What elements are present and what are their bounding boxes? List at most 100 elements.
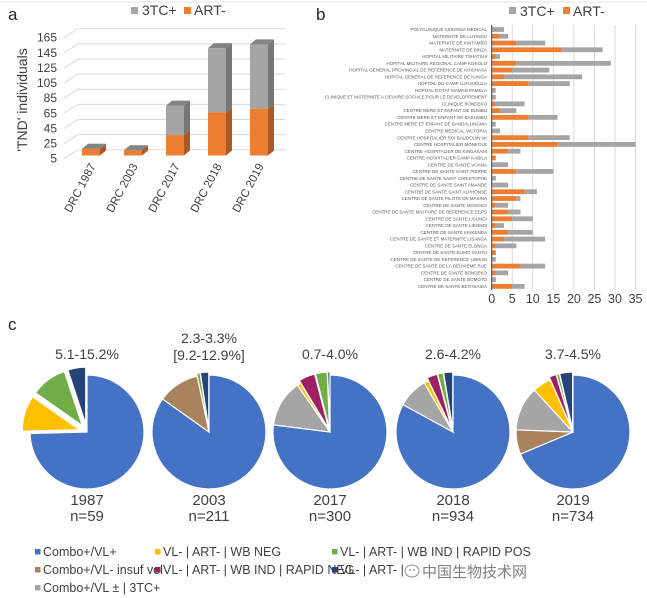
bar-segment-side (142, 145, 148, 156)
bar-segment (495, 101, 525, 107)
bar-segment (508, 209, 521, 215)
panel-letter-c: c (8, 315, 17, 334)
bar-stack (491, 87, 496, 93)
bar-segment (495, 243, 517, 249)
watermark: 中国生物技术网 (403, 561, 527, 581)
bar-segment (491, 189, 525, 195)
bar-segment (491, 60, 517, 66)
bar-segment (491, 270, 496, 276)
legend-a-swatch-3tc (131, 7, 138, 14)
row-label: CENTRE DE SANTE BETHSAIDA (418, 284, 487, 289)
bar-stack (491, 81, 570, 86)
bar-stack (491, 114, 558, 120)
row-label: CENTRE DE SANTE BONDEKO (421, 270, 488, 275)
pie-year-label: 2019 (556, 492, 589, 509)
bar-segment (508, 148, 521, 154)
bar-segment (528, 81, 570, 86)
bar-stack (491, 47, 603, 53)
pie-range-label: [9.2-12.9%] (173, 347, 245, 363)
panel-a: a 3TC+ ART- 'TND' individuals 5254565851… (8, 2, 285, 215)
bar-stack (491, 229, 533, 235)
bar-stack (491, 263, 546, 269)
y-tick-label: 85 (44, 91, 58, 105)
bar-segment-front (208, 48, 226, 113)
bar-stack (491, 27, 505, 32)
bar-stack (491, 202, 509, 208)
bar-segment-front (250, 108, 268, 156)
bar-segment (491, 121, 496, 127)
bar-segment (491, 162, 509, 168)
legend-item: Combo+/VL ± | 3TC+ (35, 581, 160, 595)
legend-label: VL- | ART- | WB NEG (163, 545, 281, 559)
row-label: MATERNITE DE LUYINDU (433, 34, 487, 39)
y-tick-label: 125 (37, 61, 57, 75)
legend-b-swatch-3tc (509, 7, 516, 14)
x-tick-label: 25 (587, 292, 601, 306)
bar-stack (250, 39, 274, 156)
bar-segment (491, 81, 529, 86)
pie-year-label: 2003 (192, 492, 225, 509)
bar-stack (491, 54, 500, 59)
x-category-label: DRC 1987 (63, 162, 99, 215)
bar-stack (491, 196, 521, 201)
bar-segment (495, 270, 509, 276)
pie-slice (29, 374, 145, 490)
bar-stack (491, 243, 517, 249)
bar-segment (491, 87, 496, 93)
legend-b-label-3tc: 3TC+ (520, 3, 555, 19)
bar-segment (491, 135, 529, 141)
bar-segment (491, 114, 529, 120)
row-label: CENTRE DE SANTE LISUNGI (425, 216, 487, 221)
bar-segment (491, 128, 500, 134)
bar-stack (491, 148, 521, 154)
wechat-bubble-icon (404, 564, 420, 578)
legend-label: Combo+/VL- insuf vol (43, 563, 163, 577)
legend-c: Combo+/VL+ Combo+/VL- insuf vol Combo+/VL … (35, 545, 531, 595)
row-label: MATERNITE DE BINZA (439, 47, 487, 52)
bar-segment (491, 148, 509, 154)
row-label: CENTRE DE SANTE ELONGA (425, 243, 487, 248)
bar-stack (491, 162, 509, 168)
bar-segment (528, 114, 558, 120)
legend-label: VL- | ART- | WB IND | RAPID POS (340, 545, 531, 559)
row-label: CENTRE MERE ET ENFANT DE BARUMBU (397, 115, 487, 120)
bar-stack (491, 169, 554, 174)
legend-b: 3TC+ ART- (509, 3, 605, 19)
bar-stack (491, 283, 525, 289)
bar-segment (491, 169, 517, 174)
pie-slice (67, 366, 87, 425)
bar-segment-front (166, 105, 184, 136)
x-tick-label: 10 (526, 292, 540, 306)
bar-segment (491, 209, 509, 215)
y-tick-label: 105 (37, 76, 57, 90)
bar-stack (491, 250, 496, 255)
x-tick-label: 20 (567, 292, 581, 306)
row-label: HOPITAL MILITAIRE TSHATSHI (422, 54, 487, 59)
bar-segment (528, 135, 570, 141)
bar-segment (516, 196, 521, 201)
bar-stack (491, 236, 546, 242)
row-label: CENTRE DE SANTE VIJANA (428, 162, 487, 167)
row-label: CENTRE DE SANTE MILITAIRE DE REFERENCE E… (372, 210, 487, 215)
row-label: CENTRE DE SANTE SAINT CHRISTOPHE (400, 176, 487, 181)
bar-segment-side (226, 107, 232, 156)
row-label: CENTRE MERE ET ENFANT DE BANDALUNGWA (385, 122, 487, 127)
row-label: HOPITAL GENERAL DE REFERENCE DE KANGA (385, 74, 487, 79)
bar-segment (491, 54, 496, 59)
bar-stack (491, 33, 509, 39)
bar-stack (491, 155, 496, 161)
bar-segment (491, 142, 558, 147)
row-label: CENTRE HOSPITALIER CAMP KABILA (407, 156, 487, 161)
legend-label: VL- | ART- | WB IND | RAPID NEG (163, 563, 355, 577)
pie-year-label: 2018 (436, 492, 469, 509)
panel-b: b 3TC+ ART- 0 5 10 15 20 25 30 35 POLYCLINIQUE A… (316, 3, 643, 306)
bar-segment (491, 155, 496, 161)
row-label: CLINIQUE BONDEKO (442, 101, 488, 106)
row-label: CENTRE DE SANTE ET MATERNITE LISANGA (390, 237, 487, 242)
bar-segment (491, 216, 513, 222)
bar-segment (491, 47, 562, 53)
pie-slice (519, 374, 631, 490)
